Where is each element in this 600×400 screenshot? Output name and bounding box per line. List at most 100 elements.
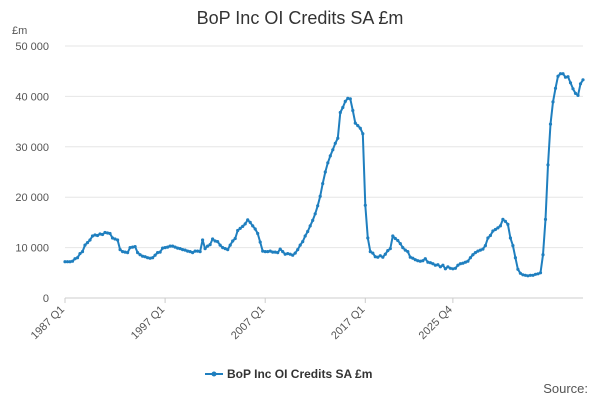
data-point[interactable]: [223, 247, 227, 251]
data-point[interactable]: [331, 148, 335, 152]
data-point[interactable]: [218, 243, 222, 247]
data-point[interactable]: [241, 224, 245, 228]
data-point[interactable]: [536, 272, 540, 276]
data-point[interactable]: [578, 82, 583, 86]
data-point[interactable]: [256, 231, 260, 236]
data-point[interactable]: [368, 250, 372, 254]
data-point[interactable]: [311, 218, 315, 222]
data-point[interactable]: [176, 246, 180, 250]
data-point[interactable]: [186, 249, 190, 253]
data-point[interactable]: [68, 260, 72, 264]
data-point[interactable]: [511, 244, 515, 248]
data-point[interactable]: [483, 244, 487, 248]
data-point[interactable]: [208, 243, 212, 247]
data-point[interactable]: [238, 226, 242, 230]
data-point[interactable]: [80, 250, 85, 254]
data-point[interactable]: [541, 253, 545, 257]
data-point[interactable]: [533, 272, 538, 276]
data-point[interactable]: [436, 263, 440, 267]
data-point[interactable]: [361, 132, 365, 136]
data-point[interactable]: [248, 220, 252, 224]
data-point[interactable]: [148, 256, 152, 260]
data-point[interactable]: [351, 108, 355, 113]
data-point[interactable]: [283, 252, 287, 256]
data-point[interactable]: [543, 217, 548, 221]
data-point[interactable]: [401, 246, 405, 250]
data-point[interactable]: [316, 204, 320, 208]
data-point[interactable]: [318, 194, 322, 198]
data-point[interactable]: [463, 260, 467, 264]
data-point[interactable]: [88, 238, 92, 242]
data-point[interactable]: [158, 250, 162, 254]
data-point[interactable]: [93, 233, 97, 237]
data-point[interactable]: [291, 253, 295, 257]
data-point[interactable]: [226, 248, 230, 252]
data-point[interactable]: [123, 250, 127, 254]
data-point[interactable]: [293, 251, 297, 255]
data-point[interactable]: [138, 253, 142, 257]
data-point[interactable]: [346, 96, 350, 100]
data-point[interactable]: [206, 244, 210, 248]
data-point[interactable]: [448, 266, 452, 270]
data-point[interactable]: [178, 247, 182, 251]
data-point[interactable]: [246, 218, 250, 222]
data-point[interactable]: [468, 256, 472, 260]
data-point[interactable]: [281, 250, 285, 254]
data-point[interactable]: [441, 263, 445, 267]
data-point[interactable]: [306, 229, 310, 234]
data-point[interactable]: [116, 238, 120, 242]
data-point[interactable]: [363, 203, 367, 207]
data-point[interactable]: [196, 249, 200, 253]
data-point[interactable]: [228, 243, 232, 247]
data-point[interactable]: [568, 81, 573, 85]
data-point[interactable]: [581, 78, 585, 82]
data-point[interactable]: [358, 126, 362, 130]
data-point[interactable]: [168, 244, 172, 248]
data-point[interactable]: [451, 267, 455, 271]
data-point[interactable]: [110, 236, 115, 240]
data-point[interactable]: [481, 247, 485, 251]
data-point[interactable]: [203, 247, 207, 251]
data-point[interactable]: [431, 262, 435, 266]
data-point[interactable]: [191, 251, 195, 255]
data-point[interactable]: [396, 238, 400, 243]
data-point[interactable]: [221, 246, 225, 250]
data-point[interactable]: [126, 251, 130, 255]
data-point[interactable]: [65, 260, 70, 264]
data-point[interactable]: [216, 240, 220, 244]
data-point[interactable]: [78, 252, 82, 256]
data-point[interactable]: [416, 259, 420, 263]
data-point[interactable]: [323, 170, 327, 174]
data-point[interactable]: [271, 250, 275, 254]
data-point[interactable]: [296, 248, 300, 252]
data-point[interactable]: [521, 273, 525, 277]
data-point[interactable]: [193, 249, 197, 253]
data-point[interactable]: [471, 253, 475, 257]
data-point[interactable]: [143, 255, 147, 259]
data-point[interactable]: [566, 75, 570, 79]
data-point[interactable]: [576, 93, 580, 97]
data-point[interactable]: [133, 245, 137, 249]
data-point[interactable]: [381, 255, 385, 259]
data-point[interactable]: [553, 86, 558, 90]
data-point[interactable]: [408, 255, 412, 259]
data-point[interactable]: [428, 261, 432, 265]
data-point[interactable]: [141, 254, 145, 258]
data-point[interactable]: [371, 251, 375, 255]
data-point[interactable]: [233, 236, 237, 241]
data-point[interactable]: [321, 182, 325, 186]
data-point[interactable]: [426, 260, 430, 264]
data-point[interactable]: [268, 249, 272, 253]
data-point[interactable]: [95, 233, 100, 238]
data-point[interactable]: [326, 161, 330, 165]
data-point[interactable]: [476, 249, 480, 253]
data-point[interactable]: [558, 72, 563, 76]
data-point[interactable]: [443, 267, 447, 271]
data-point[interactable]: [261, 249, 265, 253]
data-point[interactable]: [573, 91, 578, 95]
data-point[interactable]: [356, 124, 360, 128]
data-point[interactable]: [446, 265, 450, 269]
data-point[interactable]: [348, 97, 352, 101]
data-point[interactable]: [398, 242, 402, 246]
data-point[interactable]: [286, 252, 290, 256]
